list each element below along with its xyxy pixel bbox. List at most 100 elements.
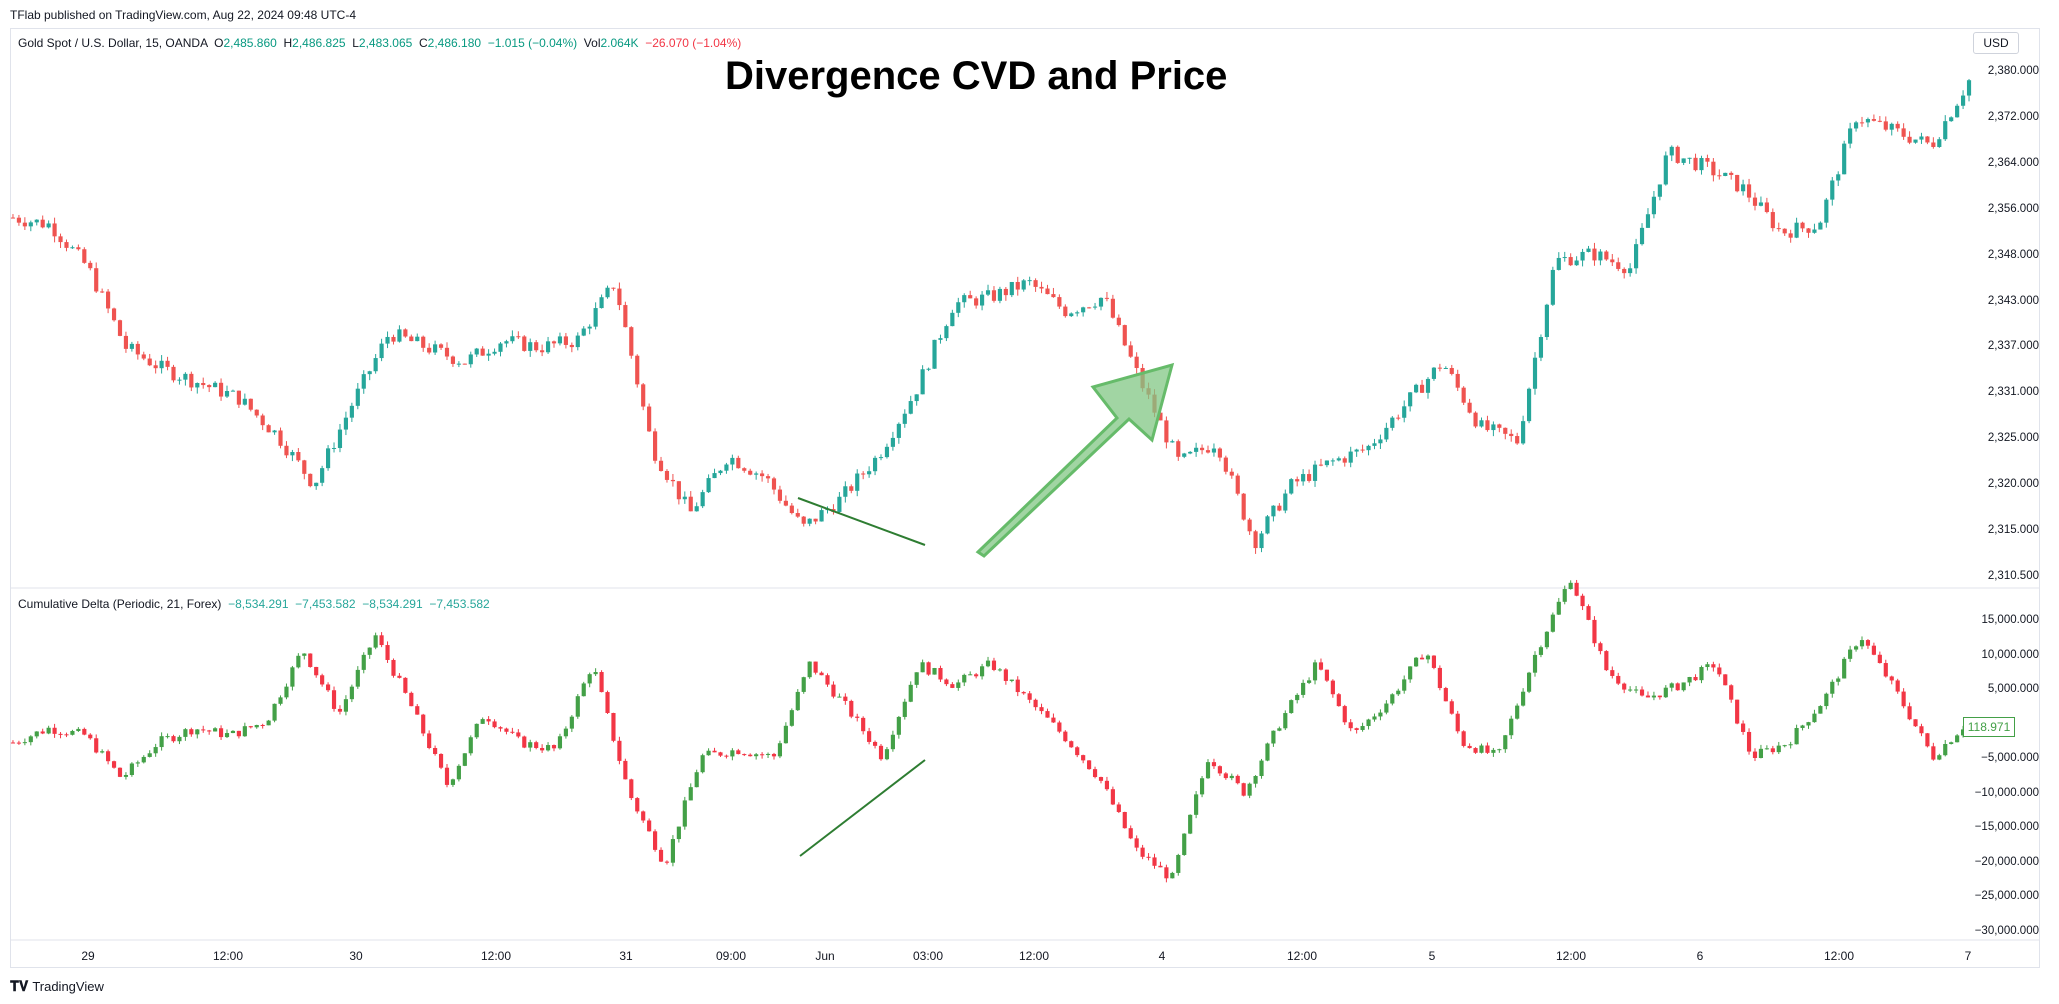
price-candle [1907, 136, 1912, 143]
price-candle [1289, 479, 1294, 494]
cvd-candle [736, 750, 741, 755]
price-candle [1217, 448, 1222, 458]
symbol-label[interactable]: Gold Spot / U.S. Dollar, 15, OANDA [18, 36, 208, 50]
cvd-candle [1449, 701, 1454, 714]
cvd-candle [985, 660, 991, 667]
cvd-candle [1015, 679, 1020, 693]
cvd-candle [1925, 733, 1930, 747]
cvd-candle [1396, 690, 1401, 695]
cvd-candle [664, 861, 670, 863]
price-candle [1194, 447, 1199, 452]
price-candle [605, 287, 610, 298]
cvd-candle [272, 703, 277, 721]
cvd-candle [1170, 872, 1175, 879]
price-candle [1378, 439, 1383, 444]
price-candle [754, 473, 759, 475]
cvd-candle [1366, 719, 1371, 727]
cvd-candle [991, 660, 997, 670]
cvd-candle [1491, 749, 1496, 753]
cvd-candle [1419, 657, 1425, 660]
price-candle [676, 481, 681, 500]
price-candle [403, 329, 408, 337]
price-candle [16, 217, 21, 223]
price-candle [944, 326, 949, 339]
price-candle [397, 329, 402, 342]
price-candle [1443, 367, 1448, 369]
price-candle [331, 447, 337, 449]
price-candle [1414, 384, 1419, 393]
price-candle [712, 473, 717, 479]
time-tick-label: 12:00 [1555, 949, 1587, 963]
price-candle [557, 336, 563, 344]
price-tick-label: 2,337.000 [1987, 340, 2039, 353]
cvd-candle [1182, 833, 1187, 855]
cvd-candle [373, 635, 378, 648]
change-value: −1.015 (−0.04%) [487, 36, 578, 50]
cvd-candle [1919, 726, 1924, 734]
price-candle [1675, 146, 1680, 163]
time-tick-label: 7 [1964, 949, 1972, 963]
cvd-candle [1758, 748, 1764, 758]
cvd-candle [462, 753, 467, 766]
cvd-candle [242, 726, 247, 737]
price-candle [117, 320, 123, 336]
time-tick-label: 30 [349, 949, 363, 963]
price-candle [1651, 196, 1656, 215]
cvd-candle [456, 765, 461, 780]
price-candle [159, 360, 164, 369]
cvd-candle [1705, 664, 1710, 668]
cvd-tick-label: −30,000.000 [1974, 925, 2039, 937]
cvd-candle [1794, 727, 1799, 745]
tradingview-brand[interactable]: 𝐓𝐕 TradingView [10, 978, 104, 995]
cvd-candle [534, 742, 539, 748]
price-candle [314, 482, 319, 487]
price-candle [1598, 251, 1603, 261]
price-candle [1009, 281, 1014, 296]
price-candle [1836, 174, 1841, 181]
cvd-candle [867, 731, 872, 742]
price-candle [1027, 280, 1032, 282]
price-candle [1853, 122, 1859, 129]
cvd-candle [1259, 760, 1264, 777]
cvd-candle [1301, 682, 1306, 695]
price-candle [569, 344, 574, 348]
close-label: C [418, 36, 428, 50]
cvd-candle [177, 736, 182, 742]
price-candle [1277, 505, 1282, 511]
cvd-candle [58, 733, 63, 735]
price-candle [1467, 402, 1472, 413]
price-candle [415, 336, 420, 342]
cvd-candle [147, 753, 152, 757]
cvd-candle [106, 751, 111, 762]
cvd-candle [141, 756, 146, 763]
chart-frame[interactable] [10, 28, 2040, 968]
cvd-candle [730, 750, 735, 757]
price-candle [516, 336, 521, 338]
price-candle [623, 305, 628, 328]
cvd-candle [1586, 606, 1591, 620]
cvd-candle [950, 684, 955, 688]
currency-button[interactable]: USD [1973, 32, 2019, 54]
cvd-candle [706, 750, 711, 756]
cvd-candle [890, 734, 895, 750]
cvd-candle [1907, 706, 1912, 720]
cvd-indicator-name[interactable]: Cumulative Delta (Periodic, 21, Forex) [18, 597, 222, 611]
price-candle [486, 353, 491, 356]
cvd-candle [611, 712, 616, 741]
price-candle [1396, 417, 1401, 419]
price-candle [872, 457, 878, 472]
price-candle [1580, 251, 1585, 261]
price-candle [985, 290, 991, 295]
price-candle [920, 369, 925, 395]
cvd-candle [195, 729, 200, 735]
cvd-candle [783, 725, 788, 744]
price-candle [956, 302, 961, 313]
price-candle [1497, 424, 1502, 428]
cvd-candle [302, 653, 307, 656]
cvd-candle [433, 748, 438, 754]
price-tick-label: 2,343.000 [1987, 294, 2039, 307]
price-candle [1283, 493, 1288, 511]
price-candle [34, 219, 39, 223]
price-candle [1384, 427, 1389, 440]
